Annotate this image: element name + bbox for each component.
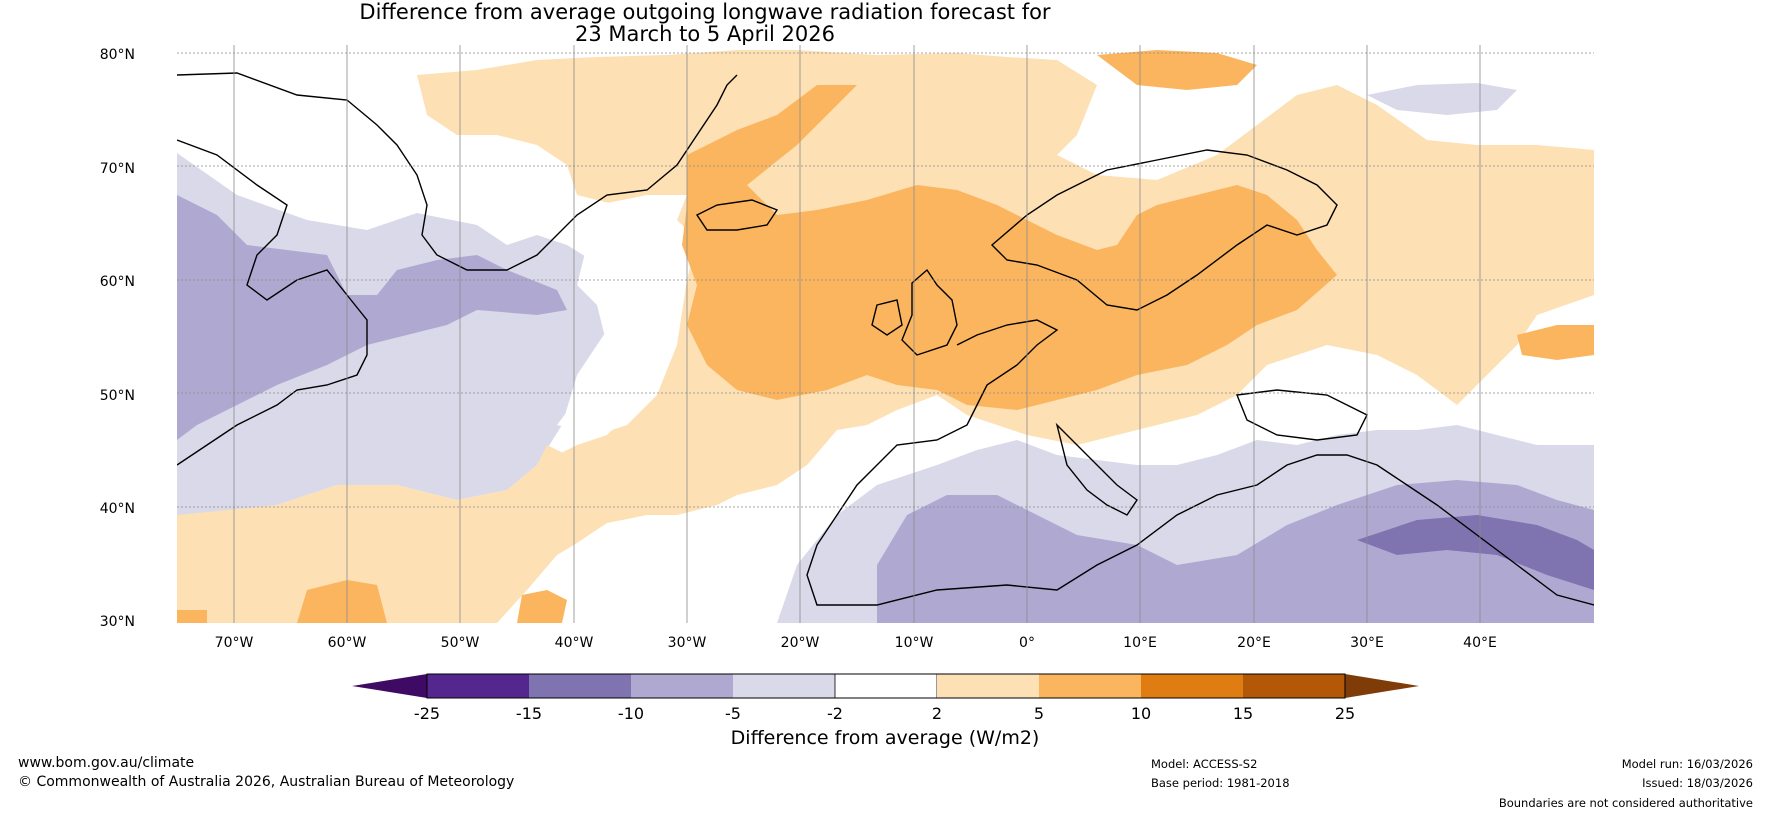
lon-label-20w: 20°W <box>780 635 820 651</box>
colorbar-label: Difference from average (W/m2) <box>730 727 1040 749</box>
anomaly-region-labrador-purple <box>177 195 567 440</box>
lon-label-60w: 60°W <box>327 635 367 651</box>
colorbar-bin-2-5 <box>937 674 1039 698</box>
lon-label-70w: 70°W <box>214 635 254 651</box>
graticule <box>177 52 1594 508</box>
anomaly-region-arctic-purple <box>1367 83 1517 115</box>
lat-label-60n: 60°N <box>99 274 135 290</box>
lon-label-40e: 40°E <box>1463 635 1497 651</box>
chart-title: Difference from average outgoing longwav… <box>359 0 1051 24</box>
copyright-text: © Commonwealth of Australia 2026, Austra… <box>18 774 515 790</box>
lat-label-40n: 40°N <box>99 501 135 517</box>
anomaly-region-neutral-atlantic <box>557 195 697 435</box>
lon-label-0: 0° <box>1019 635 1035 651</box>
lat-label-80n: 80°N <box>99 47 135 63</box>
model-run-date: Model run: 16/03/2026 <box>1621 757 1753 771</box>
colorbar-tick: -15 <box>515 704 543 723</box>
colorbar-bin-neg10-neg5 <box>631 674 733 698</box>
colorbar-tick: 2 <box>931 704 943 723</box>
chart-subtitle-dates: 23 March to 5 April 2026 <box>575 22 835 46</box>
colorbar-bin-5-10 <box>1039 674 1141 698</box>
italy-coast <box>1055 422 1138 516</box>
colorbar-outline <box>426 673 1346 699</box>
lon-label-40w: 40°W <box>554 635 594 651</box>
colorbar-tick: -5 <box>725 704 741 723</box>
europe-mainland-coast <box>806 319 1594 606</box>
colorbar-tick: -10 <box>617 704 645 723</box>
lat-label-50n: 50°N <box>99 388 135 404</box>
website-link[interactable]: www.bom.gov.au/climate <box>18 755 195 771</box>
colorbar-tick: 10 <box>1130 704 1152 723</box>
issued-date: Issued: 18/03/2026 <box>1642 776 1753 790</box>
colorbar-tick: -25 <box>413 704 441 723</box>
colorbar <box>352 673 1419 699</box>
anomaly-region-orange-sw3 <box>177 610 207 623</box>
meridians <box>233 45 1481 623</box>
boundaries-disclaimer: Boundaries are not considered authoritat… <box>1498 796 1753 810</box>
model-name: Model: ACCESS-S2 <box>1151 757 1258 771</box>
iceland-coast <box>695 199 779 231</box>
colorbar-bin-neg2-2 <box>834 673 938 699</box>
colorbar-tick: 15 <box>1232 704 1254 723</box>
black-sea-coast <box>1236 389 1368 441</box>
colorbar-tick: 25 <box>1334 704 1356 723</box>
lon-label-10e: 10°E <box>1123 635 1157 651</box>
colorbar-bin-neg5-neg2 <box>733 674 835 698</box>
lon-label-20e: 20°E <box>1237 635 1271 651</box>
anomaly-region-orange-east <box>1517 325 1594 360</box>
colorbar-tick: -2 <box>827 704 843 723</box>
colorbar-extend-min <box>352 674 427 698</box>
base-period: Base period: 1981-2018 <box>1151 776 1290 790</box>
olr-anomaly-map <box>177 45 1594 623</box>
colorbar-extend-max <box>1345 674 1419 698</box>
anomaly-region-orange-arctic <box>1097 50 1257 90</box>
lon-label-10w: 10°W <box>894 635 934 651</box>
british-isles-coast <box>871 268 958 356</box>
lat-label-70n: 70°N <box>99 161 135 177</box>
lon-label-30e: 30°E <box>1350 635 1384 651</box>
colorbar-bin-10-15 <box>1141 674 1243 698</box>
anomaly-region-orange-sw2 <box>517 590 567 623</box>
anomaly-region-levant-dark-purple <box>1357 515 1594 590</box>
scandinavia-coast <box>990 149 1338 311</box>
lon-label-30w: 30°W <box>667 635 707 651</box>
colorbar-bin-15-25 <box>1243 674 1345 698</box>
lon-label-50w: 50°W <box>440 635 480 651</box>
lat-label-30n: 30°N <box>99 614 135 630</box>
colorbar-bin-neg25-neg15 <box>427 674 529 698</box>
colorbar-bin-neg15-neg10 <box>529 674 631 698</box>
coastlines <box>177 72 1594 606</box>
anomaly-region-orange-sw1 <box>297 580 387 623</box>
anomaly-region-orange-europe <box>682 85 1337 410</box>
north-america-coast <box>177 139 368 466</box>
anomaly-region-mediterranean-purple <box>877 480 1594 623</box>
colorbar-tick: 5 <box>1033 704 1045 723</box>
